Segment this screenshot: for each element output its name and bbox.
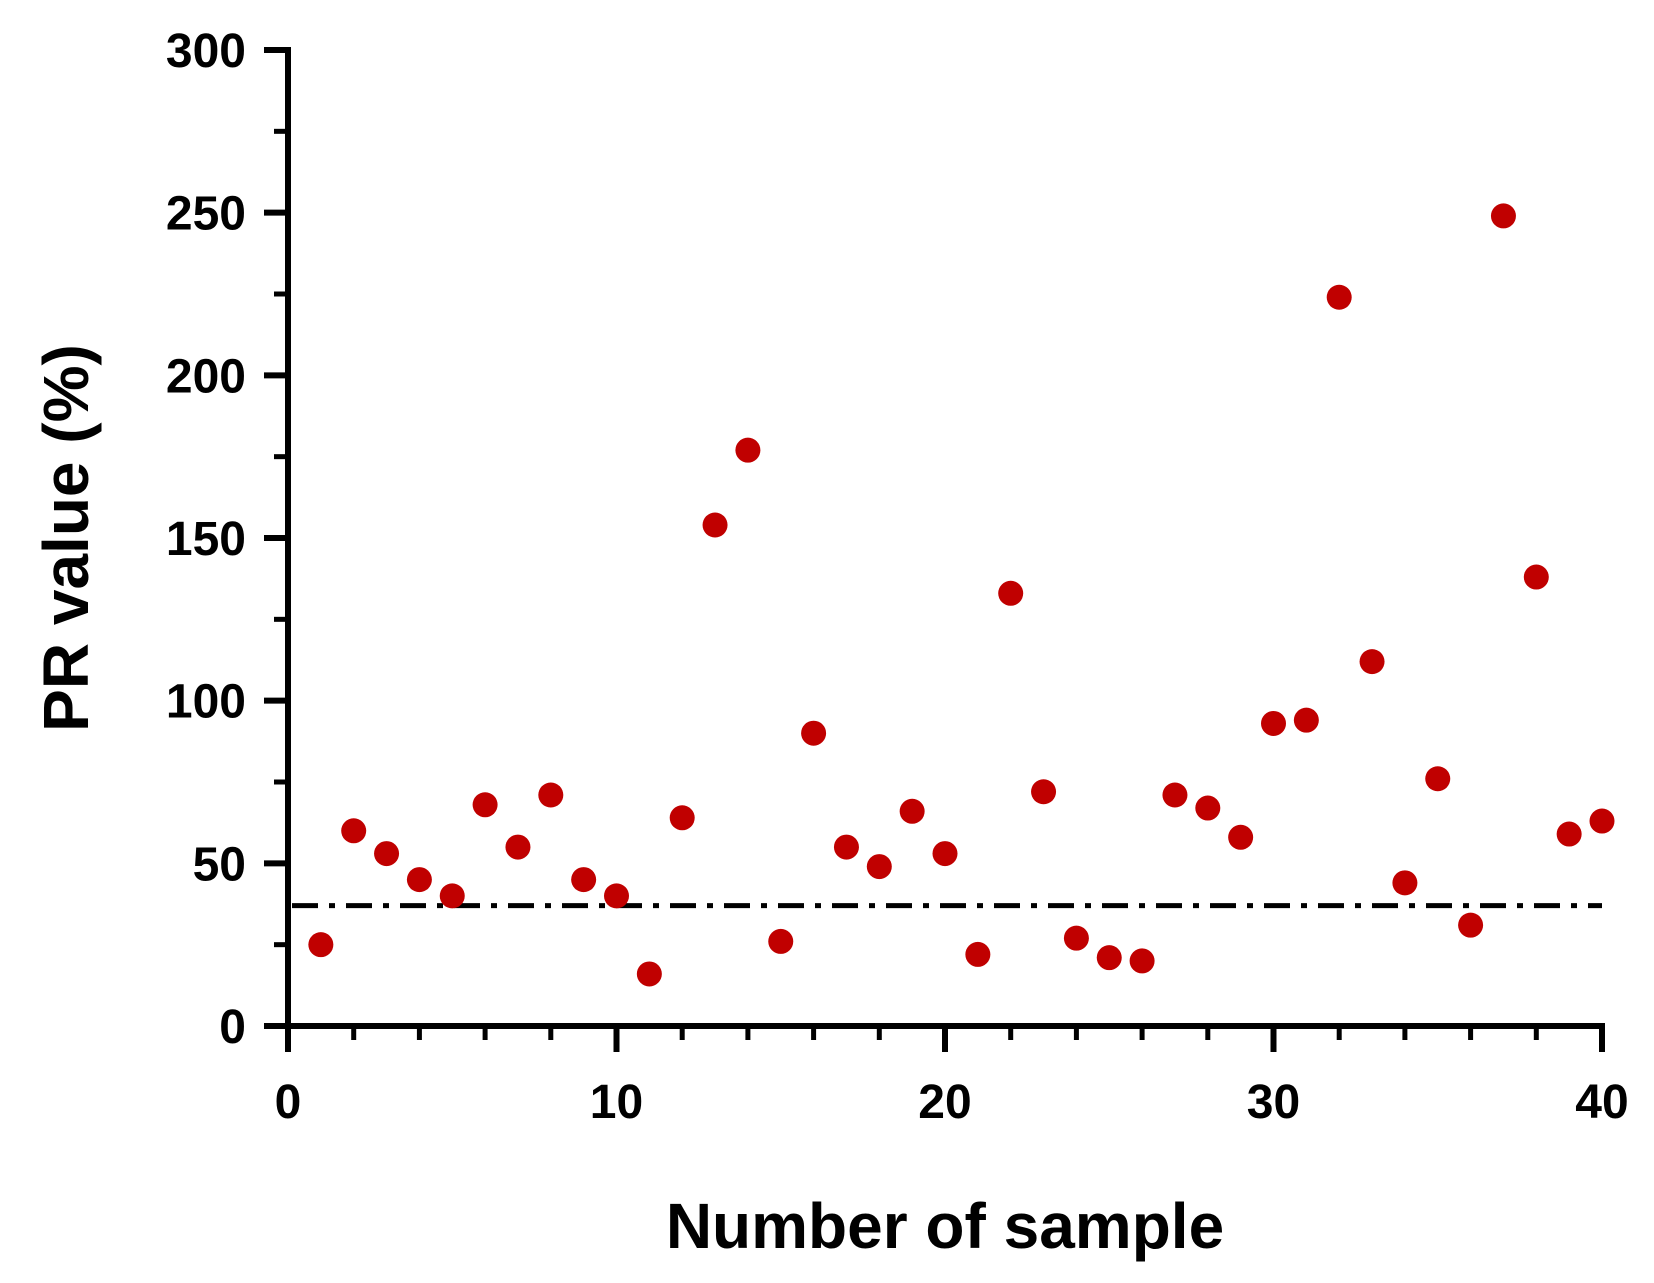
data-point [439,883,465,909]
data-point [866,854,892,880]
axes [285,47,1605,1029]
data-point [636,961,662,987]
data-point [1129,948,1155,974]
x-tick-label: 30 [1247,1076,1300,1129]
y-tick-label: 300 [166,25,246,78]
data-point [1261,710,1286,736]
data-point [604,883,629,909]
data-point [1195,795,1221,821]
data-point [472,792,498,818]
data-point [1490,203,1516,229]
data-point [1458,912,1484,938]
data-point [833,834,859,860]
data-point [406,867,432,893]
data-point [768,928,794,954]
data-point [1425,766,1451,792]
data-point [1228,824,1254,850]
data-point [1326,284,1352,310]
data-point [341,818,367,844]
data-point [1523,564,1549,590]
data-point [1556,821,1582,847]
x-tick-label: 40 [1575,1076,1628,1129]
data-point [374,841,400,867]
y-tick-label: 50 [193,838,246,891]
x-tick-label: 10 [590,1076,643,1129]
y-tick-label: 250 [166,188,246,241]
x-tick-label: 0 [275,1076,302,1129]
data-point [571,867,597,893]
x-tick-label: 20 [918,1076,971,1129]
y-tick-label: 150 [166,513,246,566]
tick-labels: 0 50 100 150 200 250 300 0 10 20 30 40 [166,25,1629,1129]
y-tick-label: 200 [166,350,246,403]
data-point [1359,649,1385,675]
data-point [801,720,827,746]
data-point [669,805,695,831]
data-point [932,841,958,867]
data-point [308,932,334,958]
data-point [505,834,531,860]
data-point [899,798,925,824]
data-point [965,941,991,967]
data-point [1162,782,1188,808]
data-point [998,580,1024,606]
data-point [1392,870,1418,896]
data-point [1031,779,1057,805]
major-ticks [264,47,1605,1052]
data-point [1063,925,1089,951]
data-point [1589,808,1615,834]
data-point [1096,945,1122,971]
data-point [702,512,728,538]
y-tick-label: 100 [166,676,246,729]
data-point [538,782,564,808]
x-axis-title: Number of sample [666,1190,1224,1262]
data-point [735,437,761,463]
data-point [1293,707,1319,733]
y-axis-title: PR value (%) [30,344,102,732]
data-points [308,203,1615,987]
y-tick-label: 0 [219,1001,246,1054]
